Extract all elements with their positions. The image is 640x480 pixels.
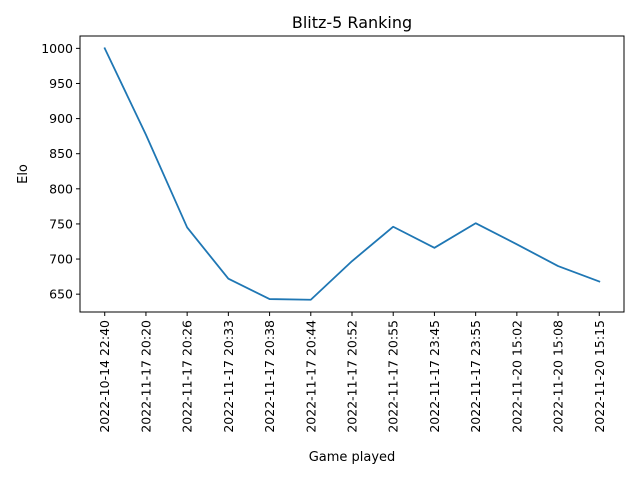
chart-title: Blitz-5 Ranking bbox=[292, 13, 412, 32]
x-tick-label: 2022-11-17 20:52 bbox=[345, 320, 360, 433]
y-tick-label: 900 bbox=[49, 111, 73, 126]
x-tick-label: 2022-11-20 15:15 bbox=[592, 320, 607, 433]
x-tick-label: 2022-11-17 20:33 bbox=[221, 320, 236, 433]
y-tick-label: 700 bbox=[49, 252, 73, 267]
y-tick-label: 650 bbox=[49, 287, 73, 302]
y-tick-label: 800 bbox=[49, 181, 73, 196]
x-tick-label: 2022-11-17 20:20 bbox=[138, 320, 153, 433]
x-tick-label: 2022-11-17 20:44 bbox=[303, 320, 318, 433]
y-tick-label: 1000 bbox=[41, 41, 73, 56]
x-axis: 2022-10-14 22:40 2022-11-17 20:20 2022-11-… bbox=[97, 312, 607, 433]
y-axis: 650 700 750 800 850 900 950 1000 bbox=[41, 41, 80, 302]
y-tick-label: 950 bbox=[49, 76, 73, 91]
x-tick-label: 2022-11-17 23:45 bbox=[427, 320, 442, 433]
x-tick-label: 2022-11-17 20:26 bbox=[180, 320, 195, 433]
x-tick-label: 2022-11-17 20:38 bbox=[262, 320, 277, 433]
y-tick-label: 850 bbox=[49, 146, 73, 161]
series-line bbox=[103, 47, 601, 301]
x-tick-label: 2022-11-20 15:02 bbox=[509, 320, 524, 433]
x-tick-label: 2022-10-14 22:40 bbox=[97, 320, 112, 433]
x-axis-label: Game played bbox=[309, 450, 396, 465]
plot-area bbox=[103, 47, 601, 301]
plot-frame bbox=[79, 35, 625, 313]
y-axis-label: Elo bbox=[16, 164, 31, 184]
x-tick-label: 2022-11-17 23:55 bbox=[468, 320, 483, 433]
y-tick-label: 750 bbox=[49, 216, 73, 231]
x-tick-label: 2022-11-17 20:55 bbox=[386, 320, 401, 433]
x-tick-label: 2022-11-20 15:08 bbox=[551, 320, 566, 433]
